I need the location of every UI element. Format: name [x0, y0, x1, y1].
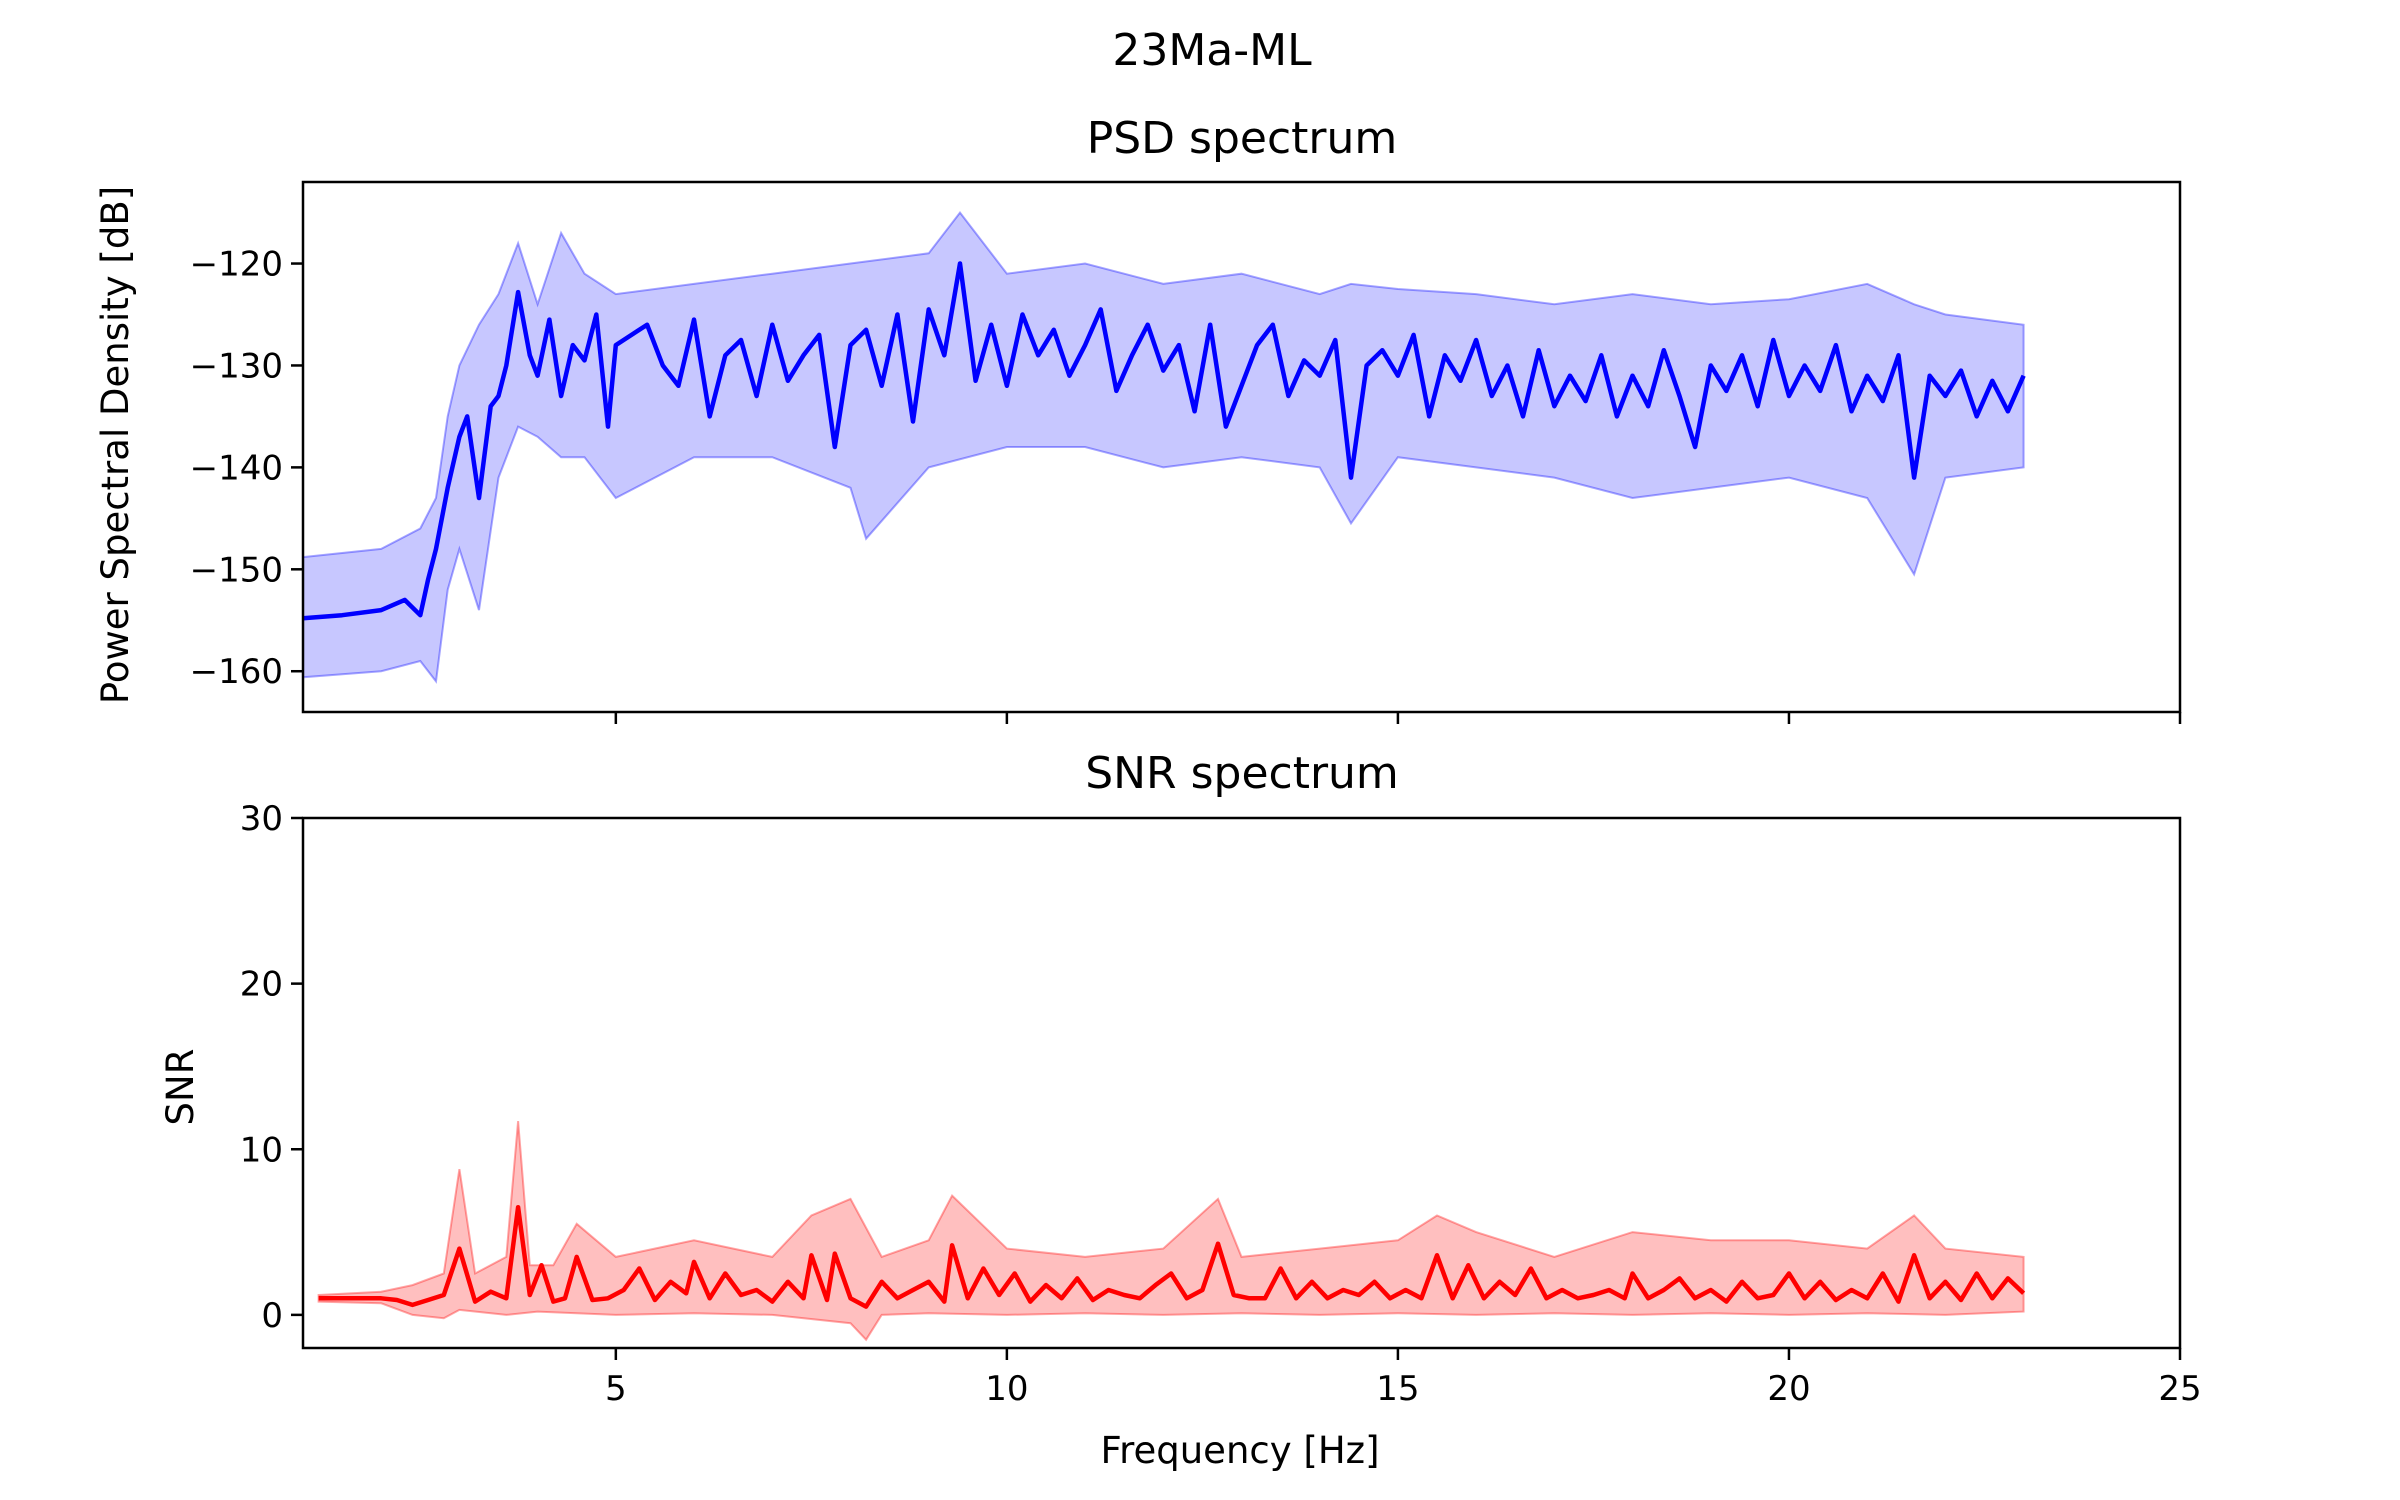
psd-axes: PSD spectrum Power Spectral Density [dB]… — [94, 113, 2182, 724]
snr-xtick-label: 10 — [985, 1369, 1028, 1409]
psd-series-line — [302, 261, 2026, 621]
psd-ytick-label: −150 — [190, 550, 283, 590]
psd-frame — [301, 180, 2182, 714]
psd-plot-area — [302, 210, 2026, 684]
snr-title: SNR spectrum — [1085, 748, 1399, 799]
snr-series-line — [318, 1204, 2026, 1309]
psd-ytick-label: −130 — [190, 346, 283, 386]
snr-frame — [301, 816, 2182, 1350]
psd-ytick-label: −120 — [190, 245, 283, 285]
snr-xlabel: Frequency [Hz] — [1100, 1429, 1379, 1472]
snr-xtick-label: 15 — [1376, 1369, 1419, 1409]
snr-xtick-label: 25 — [2158, 1369, 2201, 1409]
snr-ytick-label: 10 — [240, 1130, 283, 1170]
psd-mean-line — [302, 261, 2026, 621]
snr-confidence-band — [317, 1121, 2025, 1342]
snr-ticks: 5 10 15 20 25 0 10 20 30 — [240, 799, 2202, 1409]
psd-band-area — [302, 210, 2025, 684]
snr-axes: SNR spectrum SNR 5 10 15 20 25 0 10 20 30 Freque… — [159, 748, 2202, 1472]
snr-xtick-label: 20 — [1767, 1369, 1810, 1409]
snr-ytick-label: 20 — [240, 965, 283, 1005]
figure-suptitle: 23Ma-ML — [1112, 25, 1312, 76]
psd-confidence-band — [302, 210, 2025, 684]
snr-xtick-label: 5 — [605, 1369, 627, 1409]
psd-ytick-label: −160 — [190, 652, 283, 692]
snr-mean-line — [318, 1204, 2026, 1309]
psd-title: PSD spectrum — [1087, 113, 1398, 164]
psd-ticks: −160 −150 −140 −130 −120 — [190, 245, 2182, 724]
snr-ylabel: SNR — [159, 1049, 202, 1126]
snr-ytick-label: 0 — [261, 1296, 283, 1336]
snr-band-area — [317, 1121, 2025, 1342]
psd-ytick-label: −140 — [190, 448, 283, 488]
snr-ytick-label: 30 — [240, 799, 283, 839]
snr-plot-area — [317, 1121, 2026, 1342]
psd-ylabel: Power Spectral Density [dB] — [94, 186, 137, 704]
